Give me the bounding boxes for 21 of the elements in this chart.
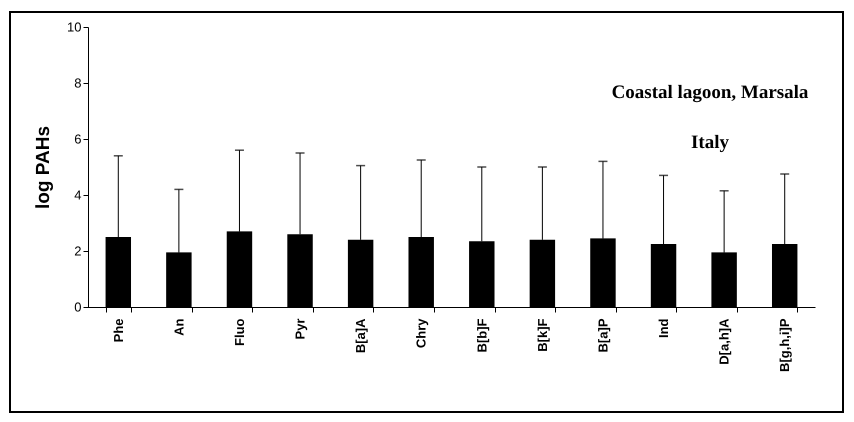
- x-tick-label: B[a]A: [353, 318, 368, 354]
- x-tick-label: Fluo: [232, 318, 247, 346]
- x-tick-label: An: [171, 318, 186, 336]
- y-tick-label: 2: [74, 244, 82, 258]
- y-axis-title: log PAHs: [33, 126, 54, 210]
- y-tick-label: 8: [74, 76, 82, 90]
- y-tick-label: 4: [74, 188, 82, 202]
- y-tick-label: 10: [67, 20, 82, 34]
- x-tick-label: D[a,h]A: [716, 318, 732, 365]
- x-tick-label: Phe: [110, 318, 126, 342]
- y-tick-label: 0: [74, 300, 82, 314]
- x-tick-label: B[a]P: [595, 318, 610, 352]
- annotation: Coastal lagoon, Marsala: [612, 82, 809, 103]
- x-tick-label: B[g,h,i]P: [777, 318, 792, 372]
- annotation: Italy: [691, 132, 730, 153]
- x-tick-label: Ind: [656, 318, 672, 338]
- x-tick-label: B[b]F: [474, 318, 490, 352]
- x-tick-label: B[k]F: [534, 318, 550, 352]
- x-tick-label: Chry: [414, 318, 429, 348]
- x-tick-label: Pyr: [292, 318, 308, 340]
- y-tick-label: 6: [74, 132, 82, 146]
